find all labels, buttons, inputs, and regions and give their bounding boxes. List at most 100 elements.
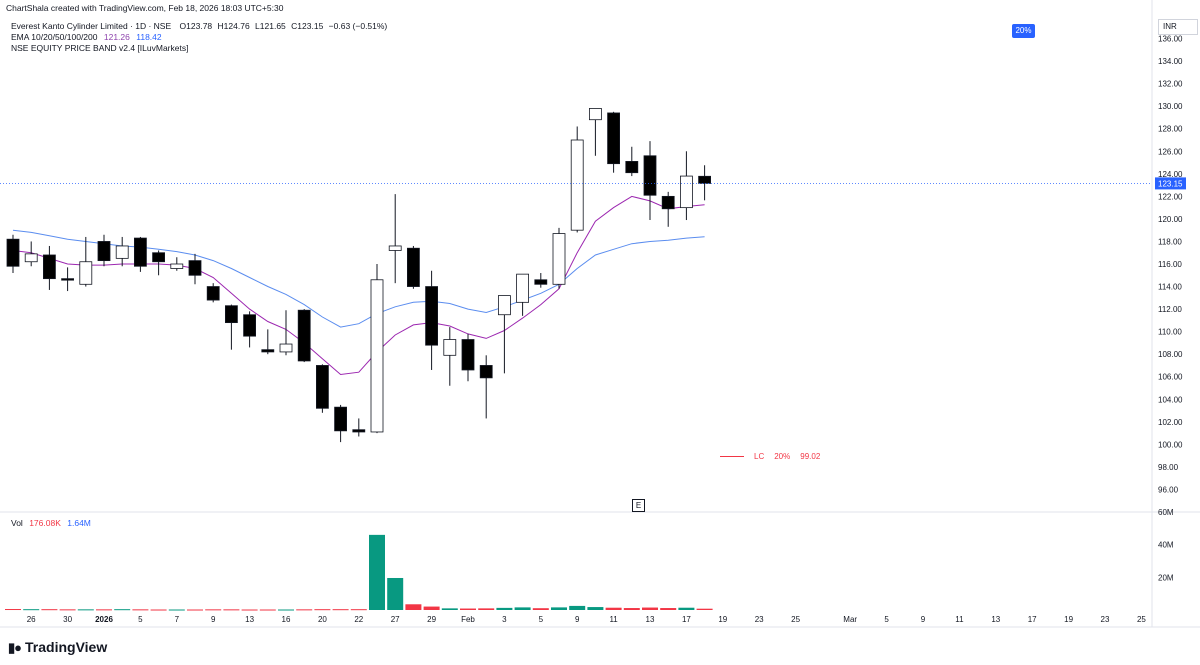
price-tick-label: 126.00 xyxy=(1158,147,1183,156)
grid xyxy=(0,0,1200,628)
candle-body xyxy=(661,195,675,210)
volume-bar xyxy=(187,609,203,611)
price-tick-label: 110.00 xyxy=(1158,328,1182,337)
volume-bar xyxy=(350,609,367,611)
ema-lines xyxy=(12,195,705,376)
candle-body xyxy=(206,286,220,301)
volume-bar xyxy=(660,608,677,610)
candle-body xyxy=(170,263,184,269)
time-tick-label: Feb xyxy=(461,615,475,624)
volume-legend[interactable]: Vol 176.08K 1.64M xyxy=(11,518,91,528)
volume-label: Vol xyxy=(11,518,23,528)
volume-bar xyxy=(369,534,385,610)
ema-value-1: 121.26 xyxy=(103,32,130,42)
price-tick-label: 96.00 xyxy=(1158,485,1179,494)
high-key: H xyxy=(217,21,224,31)
overlays: 123.15 xyxy=(0,177,1186,190)
candle-body xyxy=(61,278,74,281)
percent-badge: 20% xyxy=(1012,24,1035,38)
ema-value-2: 118.42 xyxy=(136,32,162,42)
time-tick-label: 5 xyxy=(539,615,544,624)
price-tick-label: 134.00 xyxy=(1158,57,1183,66)
candle-body xyxy=(425,286,439,346)
time-tick-label: 16 xyxy=(282,615,291,624)
candle-body xyxy=(552,233,566,285)
time-tick-label: 9 xyxy=(575,615,580,624)
open-key: O xyxy=(179,21,187,31)
volume-tick-label: 60M xyxy=(1158,508,1174,517)
volume-bar xyxy=(114,609,131,611)
last-price-label: 123.15 xyxy=(1158,179,1183,188)
indicator-legend[interactable]: NSE EQUITY PRICE BAND v2.4 [ILuvMarkets] xyxy=(11,43,189,53)
tradingview-logo[interactable]: ▮● TradingView xyxy=(8,639,107,656)
candle-body xyxy=(315,365,329,409)
volume-bar xyxy=(59,609,76,611)
ema-legend[interactable]: EMA 10/20/50/100/200 121.26 118.42 xyxy=(11,32,162,42)
price-tick-label: 118.00 xyxy=(1158,237,1182,246)
candle-body xyxy=(680,175,693,209)
volume-bar xyxy=(278,609,294,611)
lc-percent: 20% xyxy=(774,452,791,461)
volume-bar xyxy=(514,607,531,610)
time-tick-label: 19 xyxy=(718,615,727,624)
candle-body xyxy=(625,161,639,174)
last-price-tag xyxy=(1155,177,1186,190)
high-value: 124.76 xyxy=(223,21,250,31)
time-tick-label: 9 xyxy=(211,615,216,624)
time-tick-label: 11 xyxy=(609,615,618,624)
symbol-legend: Everest Kanto Cylinder Limited · 1D · NS… xyxy=(11,21,387,31)
low-key: L xyxy=(255,21,260,31)
volume-bar xyxy=(423,606,440,610)
ema-slow-line xyxy=(12,229,705,328)
tradingview-icon: ▮● xyxy=(8,640,22,655)
time-tick-label: 22 xyxy=(354,615,363,624)
candle-body xyxy=(352,429,366,433)
ema-fast-line xyxy=(12,195,705,376)
candle-body xyxy=(589,108,602,121)
time-tick-label: 29 xyxy=(427,615,436,624)
time-tick-label: 17 xyxy=(1028,615,1037,624)
price-tick-label: 120.00 xyxy=(1158,215,1183,224)
price-tick-label: 98.00 xyxy=(1158,463,1179,472)
candle-body xyxy=(6,238,20,267)
candle-body xyxy=(297,309,311,362)
volume-tick-label: 20M xyxy=(1158,573,1174,582)
candle-body xyxy=(643,155,657,196)
close-value: 123.15 xyxy=(297,21,324,31)
volume-bar xyxy=(132,609,149,611)
volume-bar xyxy=(96,609,112,611)
time-tick-label: 19 xyxy=(1064,615,1073,624)
volume-bar xyxy=(41,609,58,611)
time-tick-label: 27 xyxy=(391,615,400,624)
candle-body xyxy=(607,112,620,165)
ema-label: EMA 10/20/50/100/200 xyxy=(11,32,98,42)
candle-body xyxy=(497,295,511,316)
close-key: C xyxy=(291,21,298,31)
time-tick-label: 2026 xyxy=(95,615,113,624)
currency-label[interactable]: INR xyxy=(1158,19,1198,35)
volume-bar xyxy=(150,609,167,611)
candle-body xyxy=(370,279,384,433)
volume-bar xyxy=(569,605,586,610)
price-tick-label: 114.00 xyxy=(1158,283,1182,292)
time-tick-label: 13 xyxy=(245,615,254,624)
candle-body xyxy=(243,314,257,337)
time-tick-label: 26 xyxy=(27,615,36,624)
time-tick-label: 17 xyxy=(682,615,691,624)
price-tick-label: 122.00 xyxy=(1158,192,1183,201)
volume-bar xyxy=(405,604,422,610)
candle-body xyxy=(406,247,420,287)
symbol-name[interactable]: Everest Kanto Cylinder Limited · 1D · NS… xyxy=(11,21,172,31)
earnings-marker-icon[interactable]: E xyxy=(632,499,645,512)
candle-body xyxy=(279,343,293,353)
volume-bar xyxy=(23,609,40,611)
candle-body xyxy=(79,261,93,285)
low-value: 121.65 xyxy=(259,21,286,31)
time-tick-label: 30 xyxy=(63,615,72,624)
volume-bar xyxy=(478,608,495,610)
price-tick-label: 132.00 xyxy=(1158,80,1183,89)
volume-bar xyxy=(77,609,94,611)
volume-bar xyxy=(332,609,349,611)
time-tick-label: 5 xyxy=(884,615,889,624)
